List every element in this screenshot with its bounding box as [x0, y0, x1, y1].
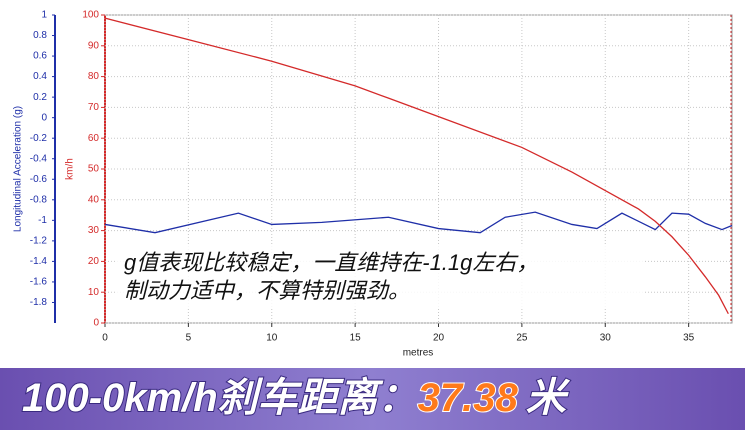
y-tick-label: -0.8 [30, 194, 48, 205]
x-tick-label: 15 [350, 333, 362, 344]
banner-suffix: 米 [526, 376, 571, 420]
x-tick-label: 20 [433, 333, 445, 344]
y-axis-label: Longitudinal Acceleration (g) [13, 106, 24, 232]
y-tick-label: 0.4 [33, 71, 47, 82]
y-tick-label: -1.2 [30, 236, 48, 247]
x-tick-label: 25 [516, 333, 528, 344]
y-tick-label: 0.8 [33, 30, 47, 41]
x-tick-label: 0 [102, 333, 108, 344]
data-line [104, 211, 733, 234]
y-tick-label: -0.4 [30, 153, 48, 164]
y2-tick-label: 40 [88, 194, 100, 205]
y2-tick-label: 30 [88, 225, 100, 236]
y2-tick-label: 100 [82, 10, 99, 21]
y-tick-label: -0.6 [30, 174, 48, 185]
banner-prefix: 100-0km/h刹车距离： [22, 376, 418, 420]
y-tick-label: 0 [41, 112, 47, 123]
y2-tick-label: 20 [88, 256, 100, 267]
y2-tick-label: 50 [88, 164, 100, 175]
banner-text: 100-0km/h刹车距离：37.38 米 [22, 376, 571, 420]
y-tick-label: 1 [41, 10, 47, 21]
annotation-box [116, 244, 644, 308]
y-tick-label: -1.8 [30, 297, 48, 308]
y-tick-label: -1.6 [30, 277, 48, 288]
banner [0, 368, 745, 430]
x-tick-label: 35 [683, 333, 695, 344]
y-tick-label: 0.6 [33, 51, 47, 62]
x-axis-label: metres [403, 348, 434, 359]
x-tick-label: 5 [186, 333, 192, 344]
y2-axis-label: km/h [65, 158, 76, 180]
y2-tick-label: 10 [88, 287, 100, 298]
y-tick-label: -1.4 [30, 256, 48, 267]
y2-tick-label: 80 [88, 71, 100, 82]
banner-value: 37.38 [418, 376, 519, 420]
x-tick-label: 30 [600, 333, 612, 344]
annotation-line: g值表现比较稳定，一直维持在-1.1g左右， [124, 250, 538, 275]
data-line [104, 17, 729, 315]
y2-tick-label: 60 [88, 133, 100, 144]
y2-tick-label: 70 [88, 102, 100, 113]
y-tick-label: 0.2 [33, 92, 47, 103]
x-tick-label: 10 [266, 333, 278, 344]
y-tick-label: -0.2 [30, 133, 48, 144]
y2-tick-label: 0 [93, 318, 99, 329]
y2-tick-label: 90 [88, 40, 100, 51]
y-tick-label: -1 [38, 215, 47, 226]
annotation-line: 制动力适中，不算特别强劲。 [124, 278, 410, 303]
